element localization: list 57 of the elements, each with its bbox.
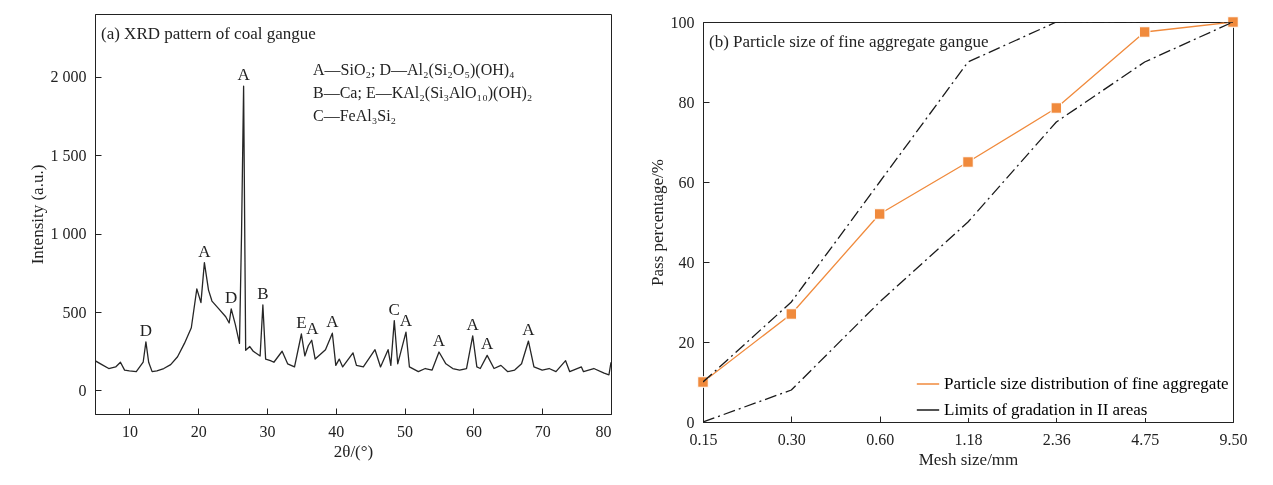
x-tick-label: 10 [121,422,138,440]
x-tick-label: 60 [465,422,482,440]
annotation: A [481,334,495,354]
annotation: A [399,311,413,331]
annotation: B—Ca; E—KAl₂(Si₃AlO₁₀)(OH)₂ [313,84,533,102]
point [873,208,886,220]
x-axis-title: 2θ/(°) [333,441,374,461]
text: (a) XRD pattern of coal gangue [101,24,316,43]
annotation: A [326,312,340,332]
y-tick-label: 40 [678,253,695,271]
annotation: A—SiO₂; D—Al₂(Si₂O₅)(OH)₄ [313,61,516,79]
x-tick-label: 50 [397,422,414,440]
annotation: A [522,320,536,340]
y-tick-label: 20 [678,333,695,351]
x-tick-label: 80 [595,422,612,440]
y-tick-label: 80 [678,93,695,111]
y-tick-label: 100 [670,13,695,31]
legend-label: Particle size distribution of fine aggregate [944,374,1229,393]
y-tick-label: 0 [686,413,695,431]
x-tick-label: 30 [259,422,276,440]
x-tick-label: 0.15 [689,430,718,448]
y-tick-label: 0 [78,381,87,399]
y-axis-title: Intensity (a.u.) [27,164,47,265]
point [697,376,709,388]
point [1138,26,1151,38]
y-axis-title: Pass percentage/% [647,159,667,286]
annotation: A [198,241,212,261]
annotation: A [306,319,320,339]
annotation: C—FeAl₃Si₂ [313,107,397,124]
annotation: E [296,313,307,332]
x-tick-label: 4.75 [1131,430,1160,448]
x-tick-label: 2.36 [1042,430,1071,448]
x-tick-label: 40 [328,422,345,440]
point [962,156,974,168]
y-tick-label: 2 000 [50,68,87,86]
point [785,308,798,320]
annotation: A [466,314,480,334]
x-tick-label: 0.30 [777,430,806,448]
legend-label: Limits of gradation in II areas [944,400,1148,419]
text: (b) Particle size of fine aggregate gangue [709,32,989,51]
x-tick-label: 70 [534,422,551,440]
y-tick-label: 1 500 [50,146,87,164]
x-tick-label: 0.60 [866,430,895,448]
annotation: D [139,320,153,340]
annotation: A [237,65,251,85]
x-tick-label: 1.18 [954,430,983,448]
y-tick-label: 500 [62,303,87,321]
annotation: B [257,283,269,303]
x-axis-title: Mesh size/mm [918,449,1019,469]
x-tick-label: 9.50 [1219,430,1248,448]
annotation: A [432,331,446,351]
annotation: D [225,287,238,307]
annotation: C [388,299,400,319]
point [1050,102,1063,114]
y-tick-label: 60 [678,173,695,191]
y-tick-label: 1 000 [50,225,87,243]
x-tick-label: 20 [190,422,207,440]
